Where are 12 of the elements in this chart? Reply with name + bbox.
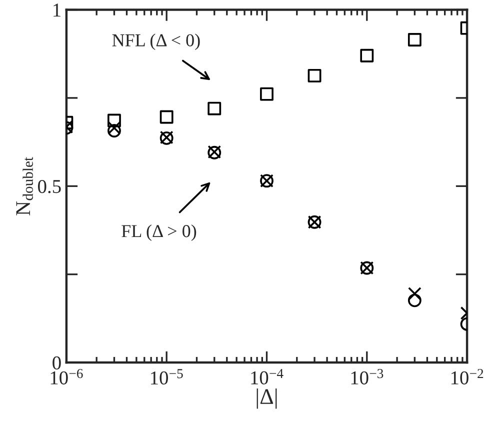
x-tick-label: 10$^{−2}$ [451,368,484,384]
x-tick-label: 10$^{−5}$ [151,369,183,385]
annotation: NFL (Δ < 0) [112,34,200,50]
x-axis-title: |Δ| [256,388,277,409]
y-axis-title: N$_{doublet}$ [16,157,33,216]
y-tick-label: 1 [54,4,60,16]
y-tick-label: 0.5 [38,180,61,194]
x-tick-label: 10$^{−3}$ [351,368,384,384]
x-tick-label: 10$^{−6}$ [50,368,83,384]
annotation: FL (Δ > 0) [122,224,196,241]
y-tick-label: 0 [52,356,61,370]
x-tick-label: 10$^{−4}$ [251,368,284,384]
